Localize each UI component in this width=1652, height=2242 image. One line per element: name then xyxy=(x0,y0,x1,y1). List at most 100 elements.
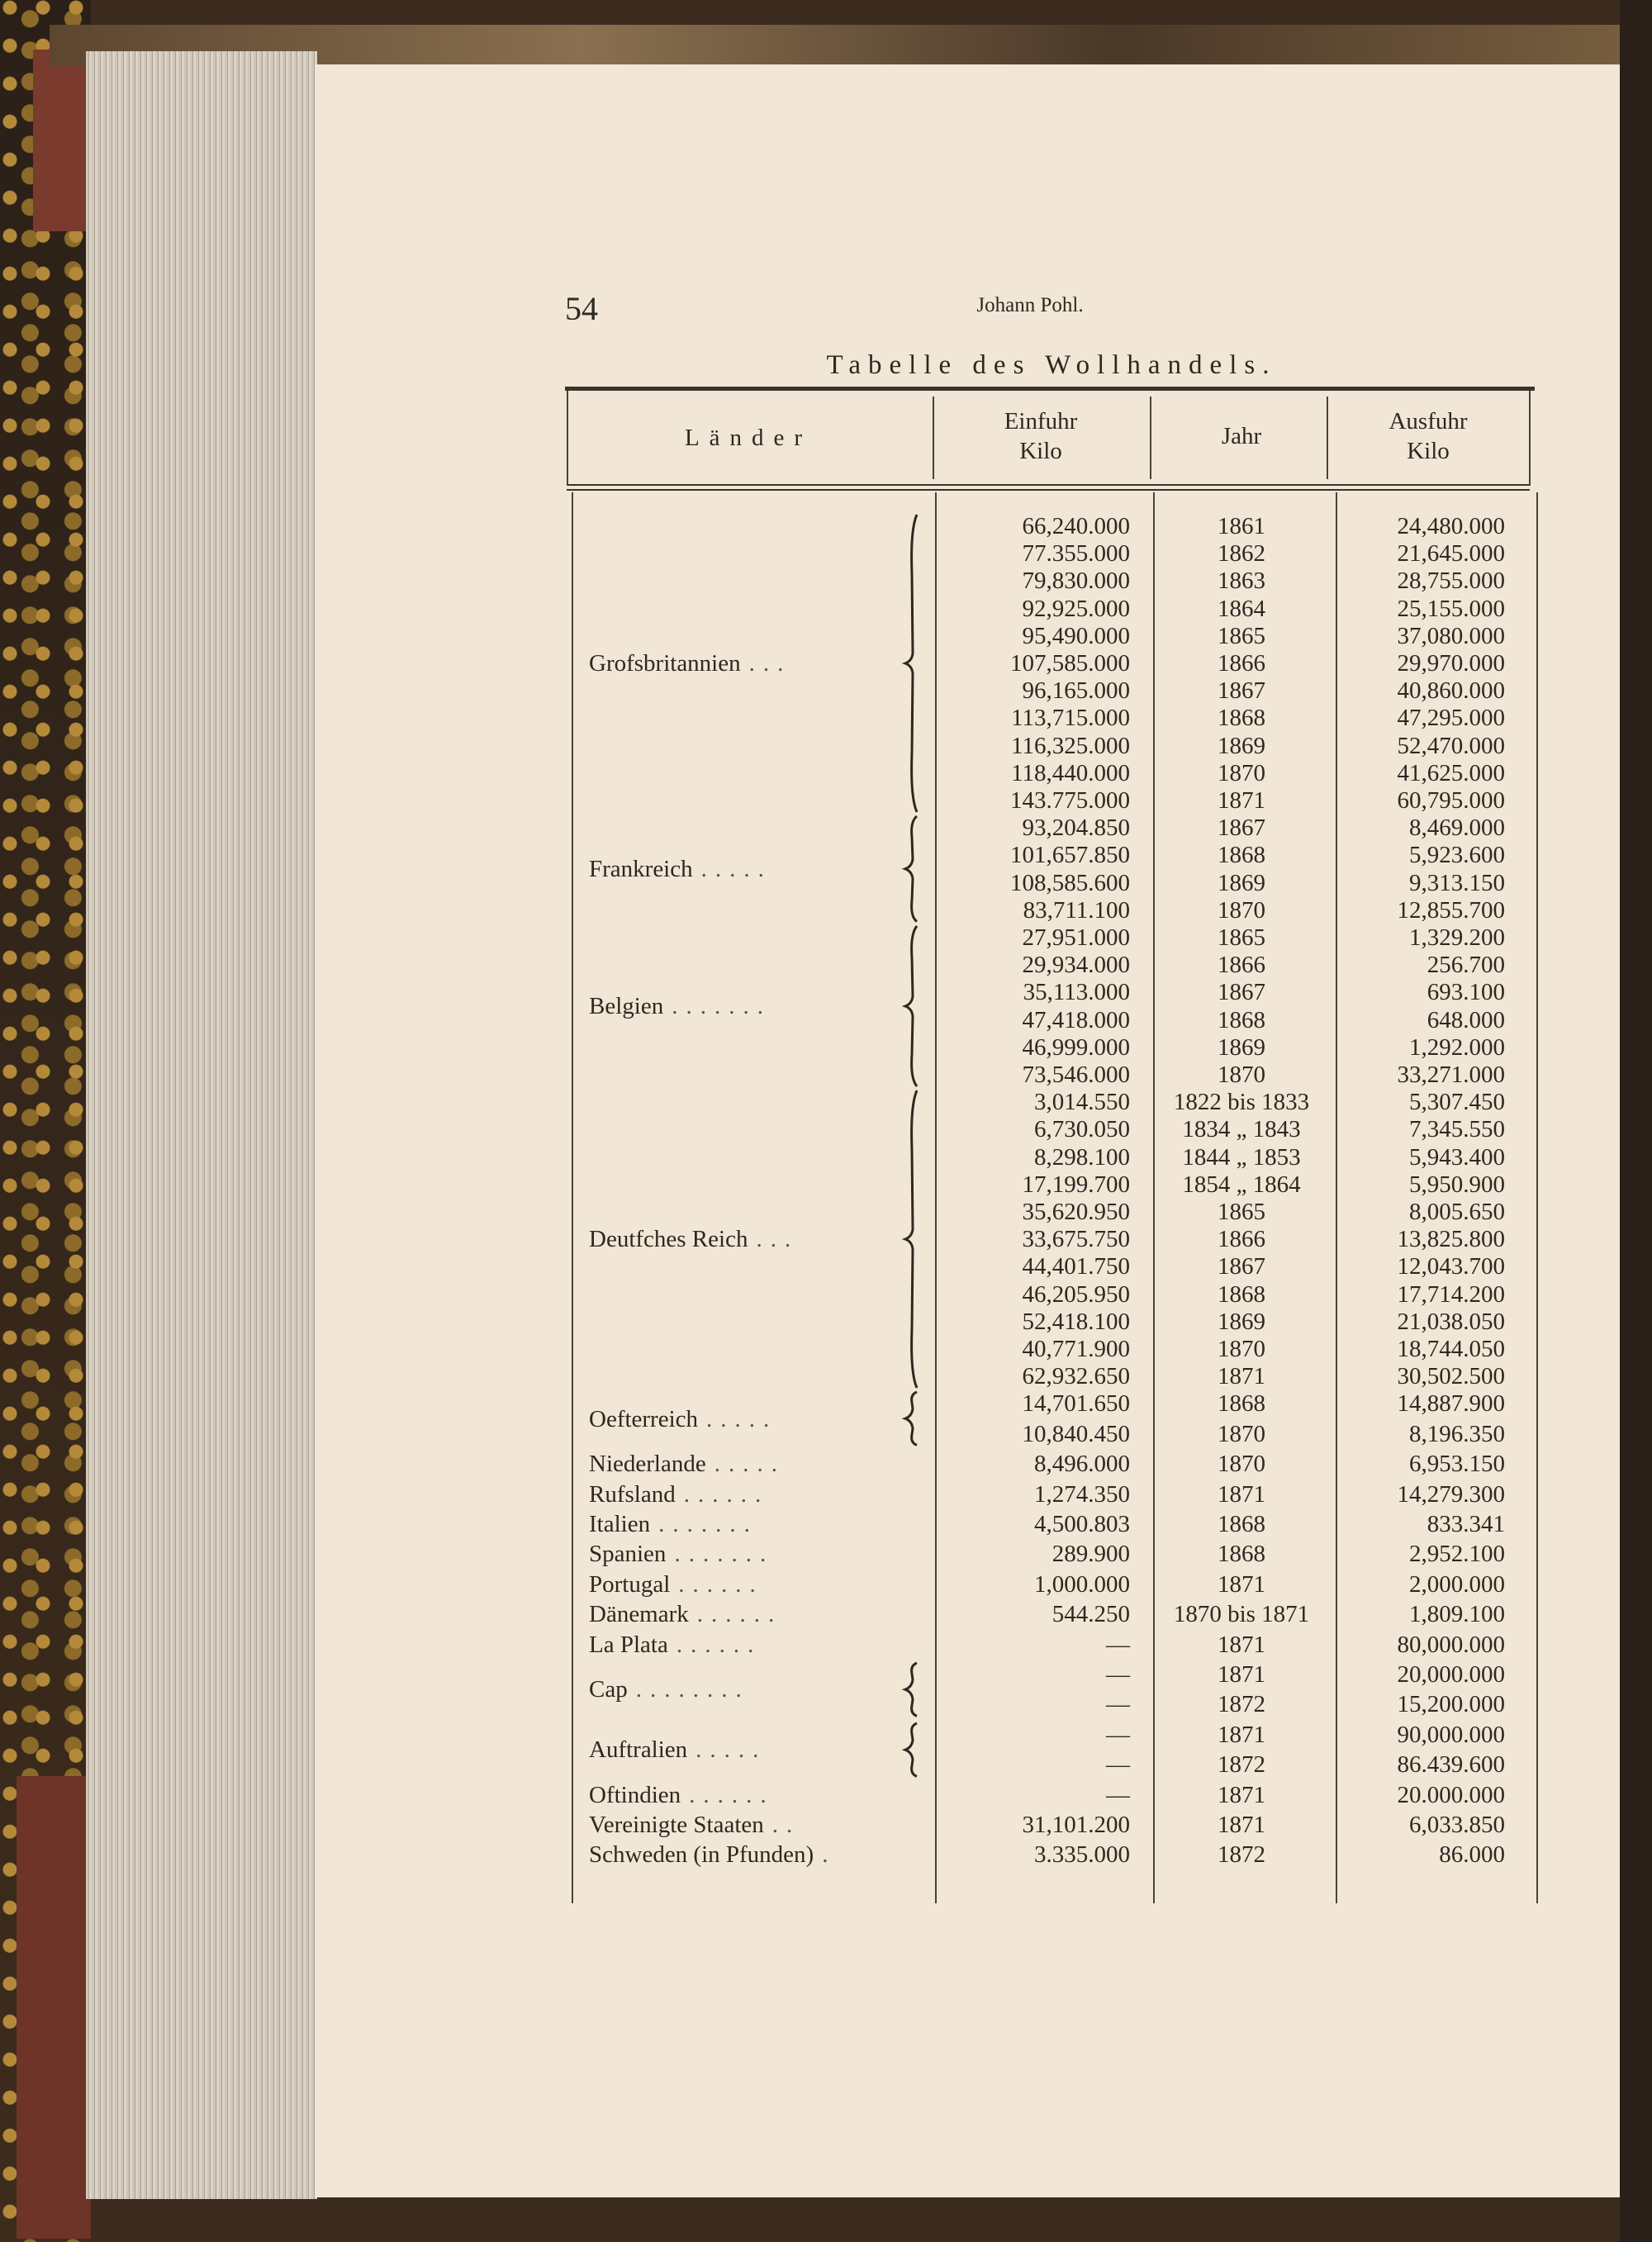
country-name: Oftindien xyxy=(589,1781,681,1808)
year-cell: 1865 xyxy=(1218,622,1265,649)
export-cell: 1,292.000 xyxy=(1409,1033,1505,1061)
year-cell: 1834 „ 1843 xyxy=(1182,1116,1301,1143)
import-cell: 3.335.000 xyxy=(1034,1841,1130,1869)
country-label: Belgien....... xyxy=(589,992,771,1020)
year-cell: 1844 „ 1853 xyxy=(1182,1143,1301,1171)
year-cell: 1870 xyxy=(1218,1062,1265,1088)
import-cell: 107,585.000 xyxy=(1010,650,1130,677)
year-cell: 1865 xyxy=(1218,1199,1265,1225)
import-cell: 1,274.350 xyxy=(1034,1480,1130,1508)
country-label: Oefterreich..... xyxy=(589,1405,777,1433)
import-cell: 113,715.000 xyxy=(1011,705,1130,732)
year-cell: 1868 xyxy=(1218,1390,1265,1418)
export-cell: 6,033.850 xyxy=(1409,1812,1505,1838)
dot-leader: ...... xyxy=(683,1480,770,1508)
import-cell: 96,165.000 xyxy=(1022,677,1131,705)
export-cell: 2,000.000 xyxy=(1409,1570,1505,1598)
export-cell: 693.100 xyxy=(1427,979,1505,1006)
dot-leader: ........ xyxy=(635,1676,750,1703)
import-cell: 14,701.650 xyxy=(1022,1390,1131,1418)
country-label: Cap........ xyxy=(589,1675,750,1703)
import-cell: — xyxy=(1106,1781,1130,1808)
year-cell: 1868 xyxy=(1218,1280,1265,1308)
export-cell: 9,313.150 xyxy=(1409,869,1505,896)
export-cell: 33,271.000 xyxy=(1397,1062,1506,1088)
year-cell: 1869 xyxy=(1218,1308,1265,1335)
import-cell: 35,620.950 xyxy=(1022,1199,1131,1225)
export-cell: 8,005.650 xyxy=(1409,1199,1505,1225)
import-cell: 289.900 xyxy=(1051,1541,1130,1568)
country-name: La Plata xyxy=(589,1631,668,1658)
year-cell: 1866 xyxy=(1218,650,1265,677)
column-rule xyxy=(1153,492,1155,1903)
import-cell: 95,490.000 xyxy=(1022,622,1131,649)
dot-leader: ... xyxy=(748,650,792,677)
import-cell: — xyxy=(1106,1661,1130,1688)
country-name: Niederlande xyxy=(589,1451,706,1478)
export-cell: 52,470.000 xyxy=(1397,732,1506,759)
export-cell: 80,000.000 xyxy=(1397,1631,1506,1658)
export-cell: 37,080.000 xyxy=(1397,622,1506,649)
header-laender: Länder xyxy=(684,425,813,451)
export-cell: 47,295.000 xyxy=(1397,705,1506,732)
export-cell: 41,625.000 xyxy=(1397,759,1506,786)
export-cell: 1,809.100 xyxy=(1409,1601,1505,1628)
year-cell: 1861 xyxy=(1218,513,1265,539)
country-name: Frankreich xyxy=(589,856,693,882)
year-cell: 1871 xyxy=(1218,1812,1265,1838)
import-cell: 6,730.050 xyxy=(1034,1116,1130,1143)
country-label: Italien....... xyxy=(589,1510,758,1538)
export-cell: 29,970.000 xyxy=(1397,650,1506,677)
curly-brace-icon xyxy=(901,925,919,1087)
curly-brace-icon xyxy=(901,815,919,923)
country-label: Dänemark...... xyxy=(589,1600,782,1628)
header-ausfuhr-unit: Kilo xyxy=(1407,438,1450,464)
year-cell: 1870 xyxy=(1218,759,1265,786)
import-cell: 66,240.000 xyxy=(1022,513,1131,539)
year-cell: 1870 bis 1871 xyxy=(1173,1601,1310,1628)
dot-leader: ....... xyxy=(674,1541,775,1568)
export-cell: 5,943.400 xyxy=(1409,1143,1505,1171)
column-rule xyxy=(935,492,937,1903)
book-spine xyxy=(17,1776,91,2239)
export-cell: 86.439.600 xyxy=(1397,1751,1506,1779)
curly-brace-icon xyxy=(901,1661,918,1717)
import-cell: 52,418.100 xyxy=(1022,1308,1131,1335)
year-cell: 1868 xyxy=(1218,705,1265,732)
import-cell: 544.250 xyxy=(1051,1601,1130,1628)
header-einfuhr-unit: Kilo xyxy=(1019,438,1062,464)
import-cell: 92,925.000 xyxy=(1022,595,1131,622)
export-cell: 17,714.200 xyxy=(1397,1280,1506,1308)
country-label: Niederlande..... xyxy=(589,1450,786,1478)
dot-leader: ...... xyxy=(689,1781,775,1808)
dot-leader: ..... xyxy=(714,1451,786,1478)
curly-brace-icon xyxy=(901,514,919,813)
country-name: Dänemark xyxy=(589,1601,689,1628)
dot-leader: ....... xyxy=(672,993,771,1019)
country-name: Cap xyxy=(589,1676,628,1703)
year-cell: 1854 „ 1864 xyxy=(1182,1171,1301,1198)
import-cell: 10,840.450 xyxy=(1022,1420,1131,1447)
year-cell: 1872 xyxy=(1218,1691,1265,1718)
export-cell: 256.700 xyxy=(1427,952,1505,979)
page-edges xyxy=(86,51,317,2199)
column-rule xyxy=(572,492,573,1903)
page-number: 54 xyxy=(565,290,598,327)
export-cell: 20,000.000 xyxy=(1397,1661,1506,1688)
export-cell: 15,200.000 xyxy=(1397,1691,1506,1718)
header-rule xyxy=(567,489,1530,491)
import-cell: 46,999.000 xyxy=(1022,1033,1131,1061)
year-cell: 1871 xyxy=(1218,1661,1265,1688)
table-top-rule xyxy=(565,387,1535,391)
country-label: Schweden (in Pfunden). xyxy=(589,1841,836,1869)
export-cell: 30,502.500 xyxy=(1397,1363,1506,1390)
export-cell: 18,744.050 xyxy=(1397,1336,1506,1362)
year-cell: 1871 xyxy=(1218,1781,1265,1808)
import-cell: 29,934.000 xyxy=(1022,952,1131,979)
country-label: Portugal...... xyxy=(589,1570,764,1598)
export-cell: 833.341 xyxy=(1427,1511,1505,1537)
import-cell: 118,440.000 xyxy=(1011,759,1130,786)
country-name: Schweden (in Pfunden) xyxy=(589,1841,814,1869)
export-cell: 5,950.900 xyxy=(1409,1171,1505,1198)
export-cell: 648.000 xyxy=(1427,1006,1505,1033)
